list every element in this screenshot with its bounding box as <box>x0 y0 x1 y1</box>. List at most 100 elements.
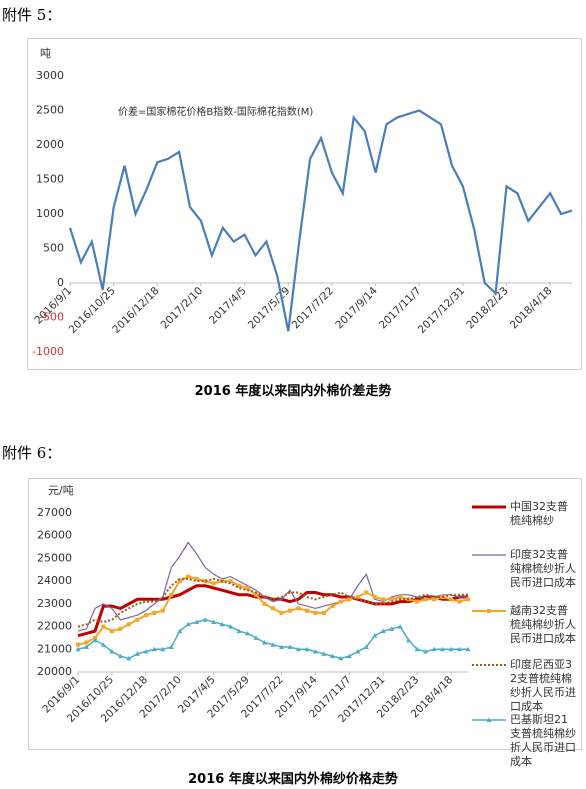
data-point <box>100 642 106 647</box>
y-tick-label: 24000 <box>37 574 72 587</box>
data-point <box>186 574 191 579</box>
data-point <box>126 655 132 661</box>
data-point <box>330 604 335 609</box>
data-point <box>312 649 318 654</box>
data-point <box>329 653 335 659</box>
y-tick-label: 2500 <box>36 104 64 117</box>
data-point <box>466 597 470 602</box>
data-point <box>389 626 395 631</box>
chart: 元/吨 20000 21000 22000 23000 24000 25000 26000 27… <box>28 478 582 750</box>
data-point <box>219 621 225 627</box>
data-point <box>92 637 98 643</box>
data-point <box>287 608 292 613</box>
y-tick-label: 23000 <box>37 597 72 610</box>
data-point <box>347 597 352 602</box>
data-point <box>457 646 463 652</box>
data-point <box>414 646 420 652</box>
data-point <box>134 651 140 656</box>
data-point <box>160 608 165 613</box>
data-point <box>271 606 275 611</box>
data-point <box>168 644 174 650</box>
data-point <box>109 649 115 654</box>
data-point <box>363 644 369 650</box>
y-tick-label: 3000 <box>36 69 64 82</box>
data-point <box>84 640 89 645</box>
data-point <box>262 601 267 606</box>
data-point <box>372 595 377 600</box>
data-point <box>449 597 454 602</box>
data-point <box>380 628 386 634</box>
data-point <box>440 646 446 652</box>
data-point <box>338 599 343 604</box>
y-tick-label: 26000 <box>37 529 72 542</box>
data-point <box>313 610 318 615</box>
data-point <box>203 579 208 584</box>
data-point <box>117 653 123 659</box>
legend-label: 印度32支普纯棉梳纱折人民币进口成本 <box>510 548 576 589</box>
annotation: 价差=国家棉花价格B指数-国际棉花指数(M) <box>118 105 313 118</box>
data-point <box>406 637 412 643</box>
legend-swatch-marker <box>487 609 491 613</box>
data-point <box>457 599 462 604</box>
data-point <box>431 646 437 652</box>
data-point <box>381 597 386 602</box>
data-point <box>118 626 123 631</box>
legend-swatch-marker <box>486 717 492 722</box>
y-tick-label: 20000 <box>37 665 72 678</box>
data-line <box>77 584 468 638</box>
data-point <box>254 592 259 597</box>
data-point <box>397 624 403 629</box>
data-point <box>279 610 284 615</box>
data-point <box>185 621 191 627</box>
data-point <box>423 649 429 654</box>
data-point <box>83 644 89 650</box>
y-tick-label: 22000 <box>37 620 72 633</box>
data-point <box>465 646 471 652</box>
legend-label: 巴基斯坦21支普梳纯棉纱折人民币进口成本 <box>510 713 576 768</box>
y-tick-label: 27000 <box>37 506 72 519</box>
data-point <box>245 585 250 590</box>
data-point <box>101 624 106 629</box>
data-point <box>364 590 369 595</box>
y-tick-label: 2000 <box>36 138 64 151</box>
legend-label: 越南32支普梳纯棉纱折人民币进口成本 <box>510 604 576 645</box>
data-point <box>228 579 233 584</box>
data-point <box>109 629 114 634</box>
y-tick-label: 0 <box>57 276 64 289</box>
data-point <box>202 617 208 622</box>
data-point <box>211 581 216 586</box>
data-point <box>295 646 301 652</box>
data-point <box>389 597 394 602</box>
data-point <box>448 646 454 652</box>
y-tick-label: 21000 <box>37 642 72 655</box>
heading: 附件 5： <box>2 6 62 24</box>
data-point <box>152 610 157 615</box>
data-point <box>296 606 301 611</box>
data-point <box>321 610 326 615</box>
data-line <box>68 109 573 332</box>
y-axis-label: 吨 <box>40 47 51 60</box>
data-point <box>75 646 81 652</box>
caption: 2016 年度以来国内外棉价差走势 <box>194 384 392 399</box>
data-point <box>398 595 403 600</box>
data-point <box>151 646 157 652</box>
data-point <box>432 597 437 602</box>
data-point <box>270 642 276 647</box>
y-tick-label: -500 <box>39 311 64 324</box>
data-point <box>423 597 428 602</box>
data-point <box>262 639 268 645</box>
data-point <box>169 592 174 597</box>
legend-label: 中国32支普梳纯棉纱 <box>510 500 568 527</box>
data-point <box>304 608 309 613</box>
data-point <box>415 599 420 604</box>
chart-frame <box>28 478 582 750</box>
data-point <box>278 644 284 650</box>
data-point <box>355 649 361 654</box>
legend-label: 印度尼西亚32支普梳纯棉纱折人民币进口成本 <box>510 658 576 713</box>
data-point <box>126 622 131 627</box>
data-line <box>77 541 468 632</box>
data-point <box>143 613 148 618</box>
data-point <box>194 576 199 581</box>
y-tick-label: -1000 <box>32 345 64 358</box>
